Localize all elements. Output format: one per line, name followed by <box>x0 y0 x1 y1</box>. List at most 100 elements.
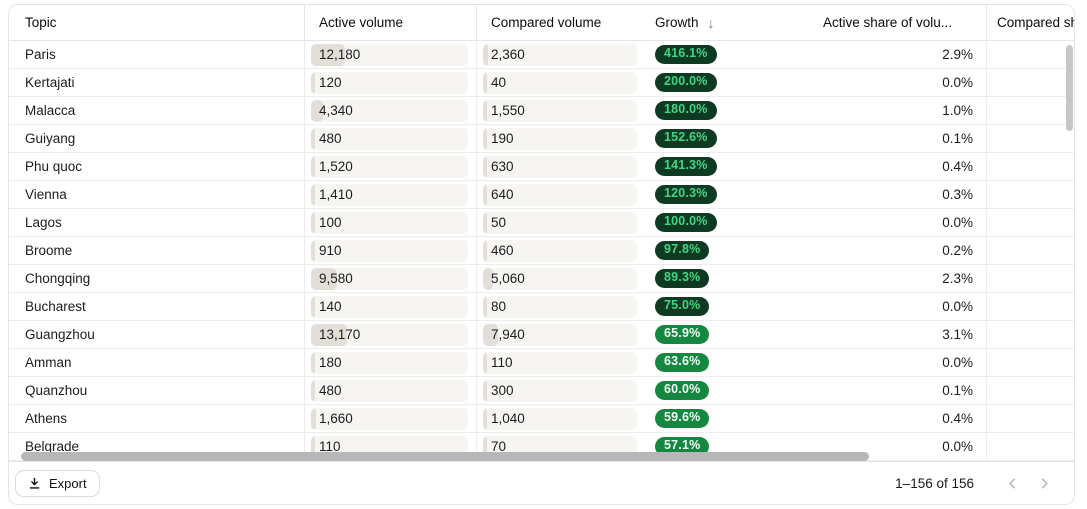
active-share-cell: 0.0% <box>811 293 987 320</box>
table-row[interactable]: Amman 180 110 63.6% 0.0% <box>9 349 1074 377</box>
growth-cell: 152.6% <box>645 125 811 152</box>
topic-cell: Phu quoc <box>9 153 305 180</box>
table-row[interactable]: Phu quoc 1,520 630 141.3% 0.4% <box>9 153 1074 181</box>
active-volume-cell: 12,180 <box>305 41 477 68</box>
active-volume-cell: 120 <box>305 69 477 96</box>
active-volume-cell: 480 <box>305 125 477 152</box>
topic-cell: Malacca <box>9 97 305 124</box>
growth-cell: 141.3% <box>645 153 811 180</box>
topic-label: Guiyang <box>25 131 76 146</box>
growth-cell: 75.0% <box>645 293 811 320</box>
column-header-active-volume[interactable]: Active volume <box>305 5 477 40</box>
active-volume-bar-fill <box>311 295 315 318</box>
compared-share-cell <box>987 181 1074 208</box>
growth-cell: 60.0% <box>645 377 811 404</box>
horizontal-scrollbar[interactable] <box>13 452 1071 461</box>
compared-volume-bar: 80 <box>483 295 637 318</box>
active-share-cell: 0.2% <box>811 237 987 264</box>
active-share-cell: 0.3% <box>811 181 987 208</box>
active-volume-value: 4,340 <box>319 102 353 118</box>
table-row[interactable]: Guangzhou 13,170 7,940 65.9% 3.1% <box>9 321 1074 349</box>
table-row[interactable]: Quanzhou 480 300 60.0% 0.1% <box>9 377 1074 405</box>
topic-label: Chongqing <box>25 271 91 286</box>
growth-cell: 100.0% <box>645 209 811 236</box>
active-volume-value: 9,580 <box>319 270 353 286</box>
active-volume-value: 480 <box>319 130 342 146</box>
active-volume-cell: 180 <box>305 349 477 376</box>
download-icon <box>28 477 41 490</box>
compared-volume-value: 110 <box>491 354 513 370</box>
compared-share-cell <box>987 265 1074 292</box>
compared-volume-value: 40 <box>491 74 507 90</box>
column-header-compared-volume[interactable]: Compared volume <box>477 5 645 40</box>
table-row[interactable]: Kertajati 120 40 200.0% 0.0% <box>9 69 1074 97</box>
export-button[interactable]: Export <box>15 469 100 497</box>
topic-label: Kertajati <box>25 75 75 90</box>
active-volume-bar-fill <box>311 71 315 94</box>
active-volume-bar-fill <box>311 99 323 122</box>
topic-label: Quanzhou <box>25 383 88 398</box>
column-header-label: Active volume <box>319 15 404 30</box>
growth-badge: 57.1% <box>655 436 710 457</box>
active-volume-bar-fill <box>311 155 316 178</box>
active-volume-bar-fill <box>311 351 315 374</box>
active-volume-bar-fill <box>311 435 315 458</box>
previous-page-button[interactable] <box>996 469 1028 497</box>
topic-cell: Guiyang <box>9 125 305 152</box>
next-page-button[interactable] <box>1028 469 1060 497</box>
table-body: Paris 12,180 2,360 416.1% 2.9% Kertajati… <box>9 41 1074 461</box>
compared-volume-bar: 640 <box>483 183 637 206</box>
table-row[interactable]: Guiyang 480 190 152.6% 0.1% <box>9 125 1074 153</box>
active-share-value: 0.0% <box>942 355 973 370</box>
table-row[interactable]: Paris 12,180 2,360 416.1% 2.9% <box>9 41 1074 69</box>
active-volume-bar-fill <box>311 323 348 346</box>
active-volume-bar-fill <box>311 407 316 430</box>
column-header-label: Compared volume <box>491 15 602 30</box>
topic-label: Paris <box>25 47 56 62</box>
compared-volume-cell: 460 <box>477 237 645 264</box>
compared-volume-value: 70 <box>491 438 507 454</box>
active-volume-cell: 1,410 <box>305 181 477 208</box>
vertical-scrollbar-thumb[interactable] <box>1066 45 1073 131</box>
table-row[interactable]: Vienna 1,410 640 120.3% 0.3% <box>9 181 1074 209</box>
topics-table-card: Topic Active volume Compared volume Grow… <box>8 4 1075 505</box>
column-header-growth[interactable]: Growth ↓ <box>645 5 811 40</box>
active-volume-value: 140 <box>319 298 342 314</box>
compared-volume-bar: 1,550 <box>483 99 637 122</box>
table-row[interactable]: Athens 1,660 1,040 59.6% 0.4% <box>9 405 1074 433</box>
active-volume-cell: 1,520 <box>305 153 477 180</box>
compared-volume-bar: 190 <box>483 127 637 150</box>
table-row[interactable]: Lagos 100 50 100.0% 0.0% <box>9 209 1074 237</box>
active-share-value: 0.0% <box>942 299 973 314</box>
growth-badge: 180.0% <box>655 100 717 121</box>
table-row[interactable]: Malacca 4,340 1,550 180.0% 1.0% <box>9 97 1074 125</box>
column-header-label: Growth <box>655 15 699 30</box>
active-share-value: 2.9% <box>942 47 973 62</box>
table-row[interactable]: Chongqing 9,580 5,060 89.3% 2.3% <box>9 265 1074 293</box>
topics-table: Topic Active volume Compared volume Grow… <box>9 5 1074 461</box>
column-header-topic[interactable]: Topic <box>9 5 305 40</box>
active-volume-bar: 1,660 <box>311 407 468 430</box>
active-share-value: 1.0% <box>942 103 973 118</box>
compared-volume-bar: 5,060 <box>483 267 637 290</box>
growth-badge: 100.0% <box>655 212 717 233</box>
active-volume-bar-fill <box>311 379 315 402</box>
growth-cell: 63.6% <box>645 349 811 376</box>
table-row[interactable]: Broome 910 460 97.8% 0.2% <box>9 237 1074 265</box>
compared-volume-bar: 1,040 <box>483 407 637 430</box>
compared-volume-value: 7,940 <box>491 326 525 342</box>
compared-volume-bar-fill <box>483 71 487 94</box>
sort-descending-icon[interactable]: ↓ <box>707 14 715 31</box>
compared-volume-bar: 7,940 <box>483 323 637 346</box>
active-volume-cell: 100 <box>305 209 477 236</box>
column-header-active-share[interactable]: Active share of volu... <box>811 5 987 40</box>
active-share-value: 0.0% <box>942 75 973 90</box>
active-share-cell: 0.0% <box>811 209 987 236</box>
column-header-compared-share[interactable]: Compared sh... <box>987 5 1074 40</box>
active-share-cell: 2.9% <box>811 41 987 68</box>
topic-cell: Chongqing <box>9 265 305 292</box>
table-row[interactable]: Bucharest 140 80 75.0% 0.0% <box>9 293 1074 321</box>
compared-volume-value: 50 <box>491 214 507 230</box>
compared-volume-cell: 300 <box>477 377 645 404</box>
horizontal-scrollbar-thumb[interactable] <box>21 452 869 461</box>
